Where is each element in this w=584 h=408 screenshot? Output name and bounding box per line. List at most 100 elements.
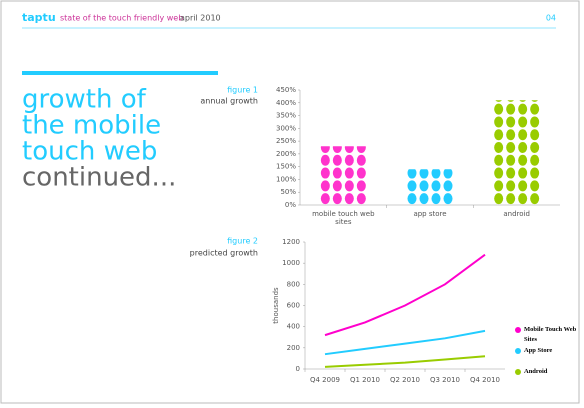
icon [344, 146, 354, 153]
brand: taptu [22, 11, 56, 24]
icon [344, 193, 354, 205]
pictogram-bar [494, 100, 540, 205]
icon [494, 116, 504, 128]
y-axis-label: thousands [272, 287, 280, 324]
icon [494, 103, 504, 115]
icon [530, 167, 540, 179]
heading-line: growth of [22, 85, 147, 115]
y-tick-label: 200 [287, 344, 300, 352]
y-tick-label: 1200 [282, 238, 300, 246]
icon [332, 146, 342, 153]
x-tick-label: Q4 2009 [310, 376, 340, 384]
icon [518, 167, 528, 179]
icon [320, 180, 330, 192]
icon [332, 154, 342, 166]
y-tick-label: 300% [276, 124, 296, 132]
icon [506, 142, 516, 153]
icon [494, 193, 504, 205]
icon [507, 100, 514, 102]
icon [332, 193, 342, 205]
icon [443, 193, 453, 205]
icon [344, 180, 354, 192]
y-tick-label: 800 [287, 280, 300, 288]
heading-line: the mobile [22, 111, 161, 141]
legend-marker [515, 348, 521, 354]
icon [518, 142, 528, 153]
legend-box: App Store [524, 347, 553, 354]
icon [506, 154, 516, 166]
legend-label: App Store [524, 347, 553, 354]
y-tick-label: 250% [276, 137, 296, 145]
legend-label: Android [524, 368, 548, 375]
x-tick-label: Q3 2010 [430, 376, 460, 384]
x-tick-label: android [503, 210, 530, 218]
y-tick-label: 0 [296, 365, 300, 373]
line-series [324, 329, 486, 356]
y-tick-label: 600 [287, 302, 300, 310]
y-tick-label: 50% [280, 188, 296, 196]
icon [506, 180, 516, 192]
legend-label: Mobile Touch Web Sites [524, 326, 577, 343]
y-tick-label: 350% [276, 112, 296, 120]
icon [320, 167, 330, 179]
header-title: state of the touch friendly web [60, 14, 183, 23]
chart-subtitle: annual growth [200, 97, 258, 106]
page-number: 04 [546, 14, 556, 23]
icon [356, 167, 366, 179]
icon [332, 180, 342, 192]
line-series [324, 253, 486, 337]
legend-box: Mobile Touch Web Sites [524, 326, 577, 343]
icon [506, 116, 516, 128]
chart-figure: figure 2 [227, 237, 258, 246]
icon [495, 100, 502, 102]
icon [443, 180, 453, 192]
icon [356, 193, 366, 205]
icon [530, 129, 540, 141]
icon [531, 100, 538, 102]
icon [494, 142, 504, 153]
pictogram-bar [320, 146, 366, 205]
x-label-box: app store [413, 210, 446, 218]
y-tick-label: 1000 [282, 259, 300, 267]
icon [431, 180, 441, 192]
icon [407, 193, 417, 205]
y-tick-label: 150% [276, 163, 296, 171]
icon [344, 154, 354, 166]
y-tick-label: 400 [287, 323, 300, 331]
icon [506, 129, 516, 141]
icon [494, 167, 504, 179]
heading-line: touch web [22, 137, 157, 167]
x-label-box: android [503, 210, 530, 218]
icon [494, 180, 504, 192]
icon [518, 180, 528, 192]
icon [530, 103, 540, 115]
icon [419, 169, 429, 179]
y-tick-label: 400% [276, 99, 296, 107]
icon [356, 146, 366, 153]
icon [506, 167, 516, 179]
legend-marker [515, 369, 521, 375]
icon [518, 193, 528, 205]
icon [356, 180, 366, 192]
y-tick-label: 450% [276, 86, 296, 94]
pictogram-bar [407, 169, 453, 205]
icon [506, 103, 516, 115]
x-tick-label: mobile touch web sites [312, 210, 375, 226]
y-tick-label: 200% [276, 150, 296, 158]
icon [320, 154, 330, 166]
y-tick-label: 0% [285, 201, 296, 209]
icon [419, 193, 429, 205]
icon [443, 169, 453, 179]
icon [530, 154, 540, 166]
icon [320, 193, 330, 205]
line-series [324, 355, 486, 368]
icon [407, 180, 417, 192]
x-tick-label: Q2 2010 [390, 376, 420, 384]
x-label-box: mobile touch web sites [312, 210, 375, 226]
chart-subtitle: predicted growth [190, 249, 258, 258]
icon [320, 146, 330, 153]
icon [419, 180, 429, 192]
icon [332, 167, 342, 179]
